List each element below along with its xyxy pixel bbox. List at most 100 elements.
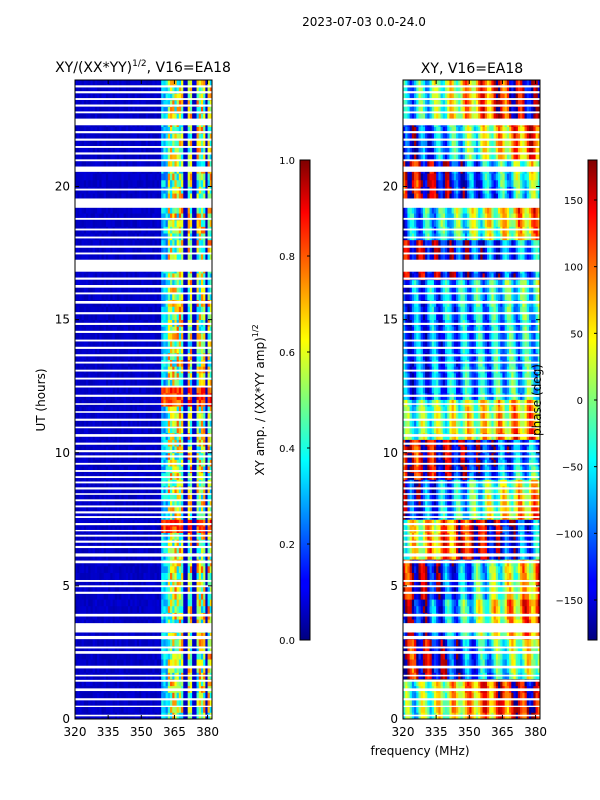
heatmap-cell: [139, 379, 142, 387]
heatmap-cell: [196, 219, 200, 227]
heatmap-cell: [121, 219, 125, 227]
heatmap-cell: [150, 565, 153, 573]
heatmap-cell: [196, 579, 200, 587]
heatmap-cell: [203, 592, 206, 600]
heatmap-cell: [152, 539, 155, 547]
heatmap-cell: [198, 412, 202, 420]
heatmap-cell: [130, 372, 133, 380]
heatmap-cell: [88, 699, 91, 707]
heatmap-cell: [203, 246, 206, 254]
heatmap-cell: [163, 565, 166, 573]
heatmap-cell: [112, 206, 116, 214]
heatmap-cell: [143, 486, 147, 494]
heatmap-cell: [200, 339, 204, 347]
heatmap-cell: [145, 466, 149, 474]
heatmap-cell: [158, 659, 162, 667]
heatmap-cell: [207, 379, 211, 387]
heatmap-cell: [99, 239, 102, 247]
heatmap-cell: [136, 213, 140, 221]
heatmap-cell: [145, 246, 149, 254]
heatmap-cell: [165, 605, 169, 613]
heatmap-cell: [181, 539, 184, 547]
heatmap-cell: [163, 426, 166, 434]
heatmap-cell: [167, 406, 171, 414]
heatmap-cell: [81, 565, 85, 573]
heatmap-cell: [139, 206, 142, 214]
heatmap-cell: [143, 339, 147, 347]
heatmap-cell: [125, 213, 129, 221]
heatmap-cell: [141, 585, 144, 593]
heatmap-cell: [125, 492, 129, 500]
heatmap-cell: [132, 572, 136, 580]
heatmap-cell: [143, 379, 147, 387]
heatmap-cell: [94, 599, 98, 607]
heatmap-cell: [183, 492, 186, 500]
heatmap-cell: [165, 306, 169, 314]
heatmap-cell: [136, 306, 140, 314]
heatmap-cell: [189, 486, 193, 494]
heatmap-cell: [112, 486, 116, 494]
heatmap-cell: [187, 545, 191, 553]
heatmap-cell: [141, 499, 144, 507]
heatmap-cell: [172, 406, 175, 414]
heatmap-cell: [147, 619, 151, 627]
heatmap-cell: [163, 652, 166, 660]
heatmap-cell: [203, 619, 206, 627]
heatmap-cell: [200, 312, 204, 321]
heatmap-cell: [203, 492, 206, 500]
heatmap-cell: [185, 539, 189, 547]
heatmap-cell: [150, 193, 153, 201]
heatmap-cell: [203, 599, 206, 607]
heatmap-cell: [75, 352, 78, 360]
heatmap-cell: [196, 446, 200, 454]
heatmap-cell: [94, 193, 98, 201]
heatmap-cell: [154, 426, 158, 434]
heatmap-cell: [150, 679, 153, 687]
heatmap-cell: [77, 399, 80, 407]
heatmap-cell: [94, 179, 98, 187]
heatmap-cell: [200, 492, 204, 500]
heatmap-cell: [163, 585, 166, 593]
heatmap-cell: [156, 652, 160, 660]
heatmap-cell: [170, 253, 173, 261]
heatmap-cell: [143, 399, 147, 407]
heatmap-cell: [205, 326, 208, 334]
heatmap-cell: [178, 279, 182, 287]
heatmap-cell: [194, 206, 197, 214]
heatmap-cell: [121, 665, 125, 673]
heatmap-cell: [119, 539, 122, 547]
heatmap-cell: [97, 639, 100, 647]
heatmap-cell: [156, 545, 160, 553]
heatmap-cell: [112, 179, 116, 187]
heatmap-cell: [119, 446, 122, 454]
heatmap-cell: [94, 665, 98, 673]
heatmap-cell: [161, 246, 164, 254]
heatmap-cell: [101, 506, 105, 514]
heatmap-cell: [121, 293, 125, 301]
heatmap-cell: [108, 219, 111, 227]
heatmap-cell: [161, 692, 164, 700]
heatmap-cell: [103, 492, 107, 500]
heatmap-cell: [99, 179, 102, 187]
heatmap-cell: [189, 565, 193, 573]
heatmap-cell: [125, 525, 129, 534]
heatmap-cell: [112, 352, 116, 360]
heatmap-cell: [128, 486, 131, 494]
heatmap-cell: [101, 426, 105, 434]
heatmap-cell: [86, 659, 89, 667]
heatmap-cell: [110, 239, 113, 247]
heatmap-cell: [110, 326, 113, 334]
heatmap-cell: [130, 699, 133, 707]
heatmap-cell: [81, 692, 85, 700]
heatmap-cell: [97, 179, 100, 187]
heatmap-cell: [134, 379, 138, 387]
heatmap-cell: [205, 565, 208, 573]
heatmap-cell: [128, 572, 131, 580]
heatmap-cell: [205, 705, 208, 713]
heatmap-cell: [181, 446, 184, 454]
heatmap-cell: [147, 406, 151, 414]
heatmap-cell: [125, 273, 129, 281]
heatmap-cell: [105, 372, 109, 380]
heatmap-cell: [101, 525, 105, 534]
